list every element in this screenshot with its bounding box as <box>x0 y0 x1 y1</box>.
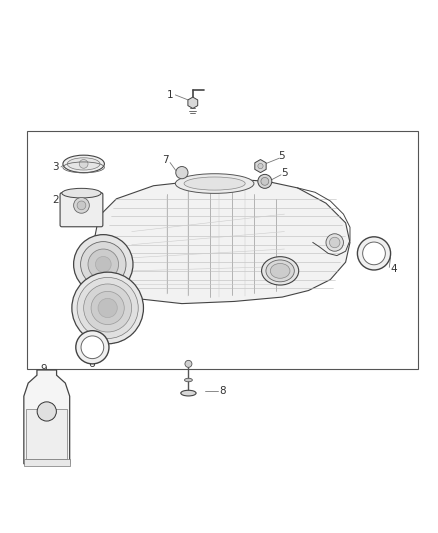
Circle shape <box>76 330 109 364</box>
Ellipse shape <box>184 177 245 190</box>
Circle shape <box>77 201 86 210</box>
Bar <box>24 459 70 466</box>
Circle shape <box>326 234 343 251</box>
Ellipse shape <box>184 378 192 382</box>
Text: 7: 7 <box>162 156 169 165</box>
Text: 2: 2 <box>53 195 59 205</box>
Text: 3: 3 <box>53 162 59 172</box>
Circle shape <box>357 237 391 270</box>
Circle shape <box>79 159 88 168</box>
Ellipse shape <box>261 257 299 285</box>
Circle shape <box>258 164 263 169</box>
Circle shape <box>363 242 385 265</box>
Ellipse shape <box>62 188 101 198</box>
Circle shape <box>261 177 269 185</box>
Ellipse shape <box>175 174 254 193</box>
Text: 8: 8 <box>219 386 226 396</box>
Circle shape <box>74 235 133 294</box>
Circle shape <box>258 174 272 188</box>
Circle shape <box>72 272 144 344</box>
Text: 4: 4 <box>390 264 397 274</box>
Circle shape <box>74 198 89 213</box>
Ellipse shape <box>181 390 196 396</box>
Polygon shape <box>24 370 70 464</box>
Circle shape <box>185 360 192 367</box>
Ellipse shape <box>270 263 290 278</box>
Circle shape <box>176 166 188 179</box>
Circle shape <box>37 402 57 421</box>
Polygon shape <box>188 97 198 108</box>
Ellipse shape <box>266 260 294 282</box>
Ellipse shape <box>67 158 100 170</box>
Ellipse shape <box>63 155 104 173</box>
Text: 6: 6 <box>88 359 94 369</box>
Polygon shape <box>95 179 350 304</box>
Circle shape <box>95 256 111 272</box>
Circle shape <box>91 292 124 325</box>
Circle shape <box>88 249 119 280</box>
Polygon shape <box>255 159 266 173</box>
FancyBboxPatch shape <box>60 193 103 227</box>
Circle shape <box>81 336 104 359</box>
Circle shape <box>98 298 117 318</box>
Text: 5: 5 <box>281 168 288 178</box>
Text: M: M <box>43 409 50 414</box>
Text: 5: 5 <box>279 151 285 161</box>
Circle shape <box>84 284 132 332</box>
Bar <box>26 409 67 459</box>
Bar <box>27 131 418 369</box>
Text: 1: 1 <box>167 90 173 100</box>
Circle shape <box>329 237 340 248</box>
Circle shape <box>77 277 138 338</box>
Text: 9: 9 <box>40 364 47 374</box>
Circle shape <box>81 241 126 287</box>
